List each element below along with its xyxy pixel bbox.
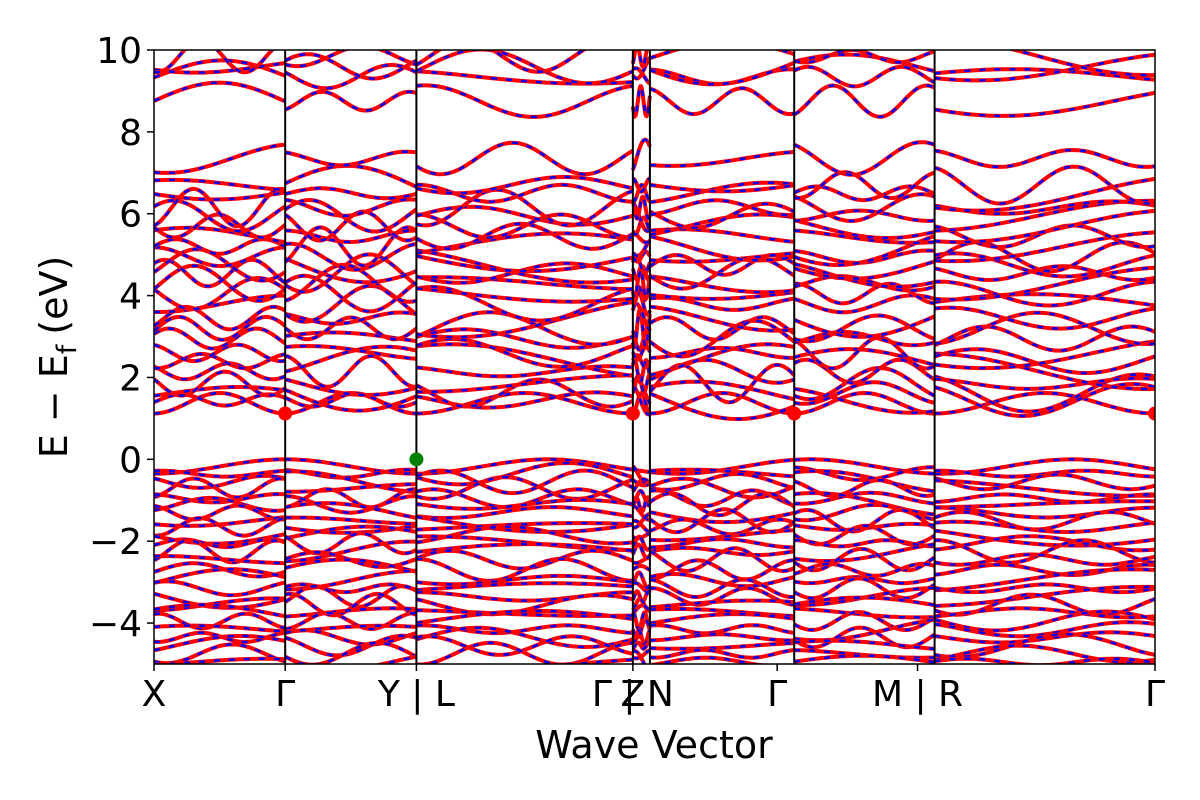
band-line-blue-dashed (154, 524, 1155, 547)
y-tick-label: 2 (119, 358, 142, 399)
band-line-blue-dashed (154, 343, 1155, 378)
band-edge-markers (278, 406, 1155, 467)
cbm-marker (1148, 406, 1155, 421)
band-line-blue-dashed (154, 626, 1155, 649)
y-tick-label: 8 (119, 113, 142, 154)
band-line-blue-dashed (154, 187, 1155, 228)
k-point-label: Γ | N (592, 674, 674, 715)
band-line-red (154, 468, 1155, 496)
band-line-blue-dashed (154, 247, 1155, 284)
band-line-blue-dashed (154, 501, 1155, 524)
k-point-label: Γ (275, 674, 295, 715)
cbm-marker (278, 406, 293, 421)
band-line-blue-dashed (154, 491, 1155, 517)
band-line-blue-dashed (154, 319, 1155, 358)
band-line-red (154, 649, 1155, 664)
k-point-label: Γ (1145, 674, 1165, 715)
band-line-blue-dashed (154, 164, 1155, 205)
k-point-label: M | R (872, 674, 963, 715)
band-line-blue-dashed (154, 240, 1155, 273)
band-line-blue-dashed (154, 307, 1155, 350)
y-axis-ticks: 10 8 6 4 2 0 −2 −4 (89, 31, 154, 645)
k-point-label: Γ (767, 674, 787, 715)
y-tick-label: 6 (119, 195, 142, 236)
band-line-blue-dashed (154, 609, 1155, 632)
band-line-blue-dashed (154, 263, 1155, 304)
band-line-blue-dashed (154, 547, 1155, 573)
y-axis-title-unit: (eV) (32, 256, 76, 335)
band-line-blue-dashed (154, 475, 1155, 501)
band-line-blue-dashed (154, 336, 1155, 370)
band-lines (154, 50, 1155, 664)
band-line-blue-dashed (154, 222, 1155, 251)
band-line-blue-dashed (154, 567, 1155, 592)
band-line-blue-dashed (154, 618, 1155, 642)
band-line-blue-dashed (154, 352, 1155, 391)
band-line-blue-dashed (154, 487, 1155, 509)
band-line-blue-dashed (154, 557, 1155, 583)
band-line-blue-dashed (154, 226, 1155, 267)
vbm-marker (409, 452, 424, 467)
k-point-label: X (142, 674, 167, 715)
band-line-blue-dashed (154, 59, 1155, 90)
y-tick-label: −2 (89, 522, 142, 563)
band-line-red (154, 306, 1155, 351)
band-line-blue-dashed (154, 458, 1155, 475)
k-point-boundaries (284, 50, 936, 664)
k-point-label: Z (621, 674, 646, 715)
band-line-blue-dashed (154, 300, 1155, 339)
band-line-blue-dashed (154, 198, 1155, 233)
band-line-red (154, 591, 1155, 618)
band-line-blue-dashed (154, 516, 1155, 537)
y-tick-label: 10 (96, 31, 142, 72)
cbm-marker (787, 406, 802, 421)
band-line-blue-dashed (154, 649, 1155, 664)
y-axis-title-main: E − E (32, 354, 76, 458)
k-point-label: Y | L (377, 674, 455, 715)
band-line-blue-dashed (154, 50, 1155, 77)
y-tick-label: 4 (119, 277, 142, 318)
band-line-red (154, 80, 1155, 120)
band-line-blue-dashed (154, 274, 1155, 313)
y-axis-title: E − Ef (eV) (32, 256, 83, 459)
x-axis-ticks: X Γ Y | L ZΓ | N Γ M | R Γ (142, 664, 1165, 715)
x-axis-title: Wave Vector (535, 723, 773, 767)
band-line-blue-dashed (154, 603, 1155, 619)
band-line-red (154, 632, 1155, 660)
y-tick-label: −4 (89, 604, 142, 645)
band-line-blue-dashed (154, 177, 1155, 212)
band-line-red (154, 137, 1155, 177)
band-line-blue-dashed (154, 284, 1155, 323)
band-line-blue-dashed (154, 391, 1155, 415)
cbm-marker (625, 406, 640, 421)
band-line-blue-dashed (154, 50, 1155, 86)
band-line-blue-dashed (154, 577, 1155, 600)
y-tick-label: 0 (119, 440, 142, 481)
plot-frame (153, 49, 1156, 665)
y-axis-title-subscript: f (52, 343, 83, 354)
band-line-blue-dashed (154, 138, 1155, 177)
band-line-blue-dashed (154, 382, 1155, 421)
band-line-blue-dashed (154, 363, 1155, 404)
